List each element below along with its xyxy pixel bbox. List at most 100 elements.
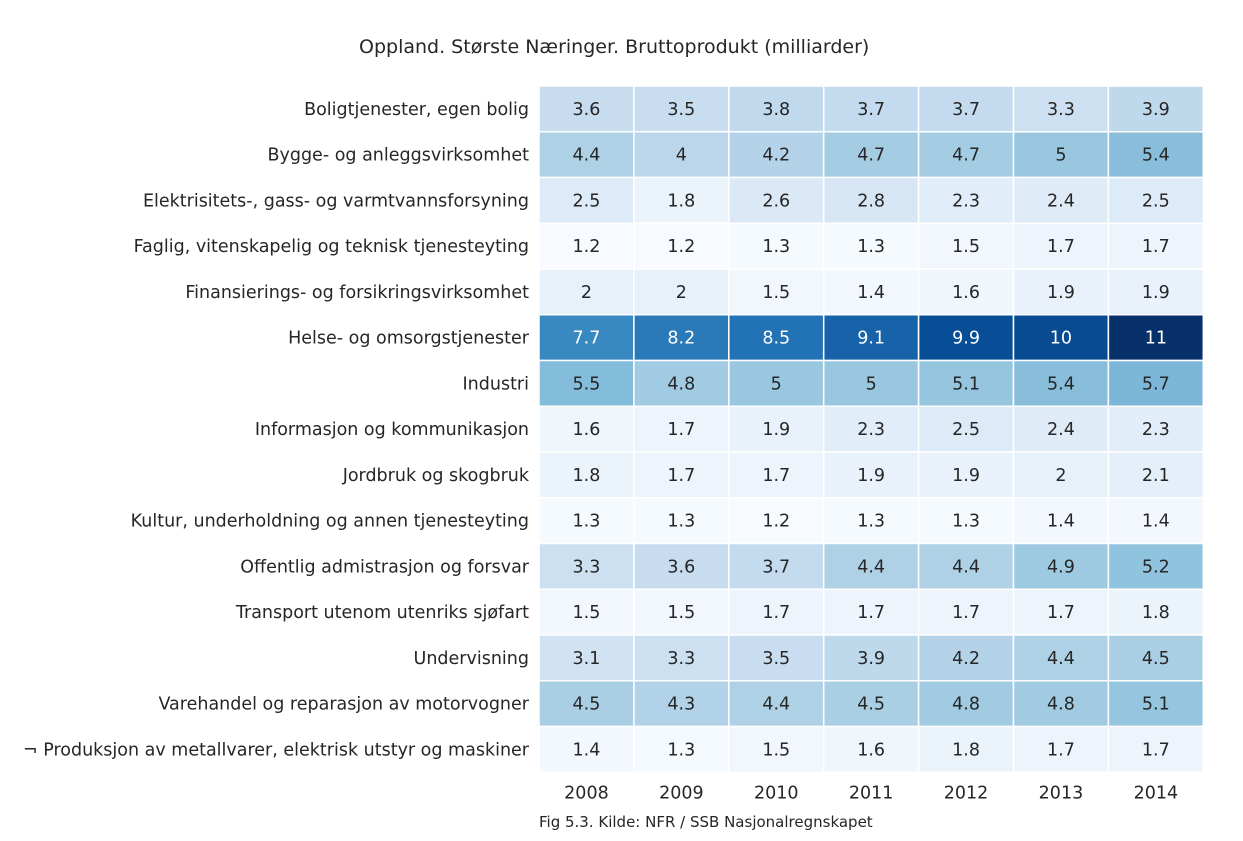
heatmap-cell [1012,131,1110,179]
heatmap-cell [917,131,1015,179]
cell-value-label: 4.2 [762,146,790,166]
heatmap-cell [1012,405,1110,453]
cell-value-label: 2.1 [1142,466,1170,486]
cell-value-label: 11 [1145,329,1167,349]
chart-title-text: Oppland. Største Næringer. Bruttoprodukt… [359,36,870,58]
heatmap-cell [1107,359,1205,407]
heatmap-cell [822,268,920,316]
cell-value-label: 3.5 [762,649,790,669]
cell-value-label: 1.9 [1047,283,1075,303]
cell-value-label: 3.5 [667,100,695,120]
heatmap-cell [1107,131,1205,179]
heatmap-cell [538,314,635,362]
cell-value-label: 2.3 [857,420,885,440]
cell-value-label: 1.5 [762,283,790,303]
cell-value-label: 5.1 [1142,695,1170,715]
row-label: Kultur, underholdning og annen tjenestey… [131,512,529,532]
cell-value-label: 1.3 [762,237,790,257]
row-label: Boligtjenester, egen bolig [304,100,529,120]
cell-value-label: 2.3 [1142,420,1170,440]
cell-value-label: 1.5 [667,603,695,623]
heatmap-cell [728,725,825,773]
heatmap-cell [728,588,825,636]
cell-value-label: 2.5 [952,420,980,440]
cell-value-label: 5.1 [952,374,980,394]
cell-value-label: 4.5 [857,695,885,715]
cell-value-label: 9.9 [952,329,980,349]
heatmap-cell [538,725,635,773]
cell-value-label: 4.5 [573,695,601,715]
heatmap-cell [1107,451,1205,499]
cell-value-label: 1.3 [857,512,885,532]
cell-value-label: 1.5 [573,603,601,623]
heatmap-cell [728,451,825,499]
cell-value-label: 2 [676,283,687,303]
cell-value-label: 5.5 [573,374,601,394]
cell-value-label: 1.8 [952,740,980,760]
heatmap-cell [538,359,635,407]
x-tick-label: 2008 [564,783,609,803]
cell-value-label: 1.3 [573,512,601,532]
cell-value-label: 4.5 [1142,649,1170,669]
heatmap-cell [1107,85,1205,133]
heatmap-cell [1107,314,1205,362]
cell-value-label: 1.9 [762,420,790,440]
cell-value-label: 5.4 [1142,146,1170,166]
cell-value-label: 3.1 [573,649,601,669]
cell-value-label: 4.9 [1047,557,1075,577]
heatmap-cell [822,359,920,407]
cell-value-label: 1.2 [667,237,695,257]
heatmap-cell [728,222,825,270]
cell-value-label: 4.7 [952,146,980,166]
heatmap-cell [917,176,1015,224]
cell-value-label: 1.7 [857,603,885,623]
row-label: Informasjon og kommunikasjon [255,420,529,440]
heatmap-cell [917,725,1015,773]
heatmap-cell [1012,451,1110,499]
cell-value-label: 5.7 [1142,374,1170,394]
heatmap-cell [1012,542,1110,590]
heatmap-cell [1107,680,1205,728]
row-label: Offentlig admistrasjon og forsvar [240,557,530,577]
cell-value-label: 4.8 [1047,695,1075,715]
heatmap-cell [633,314,730,362]
cell-value-label: 1.4 [857,283,885,303]
cell-value-label: 2 [581,283,592,303]
heatmap-cell [1107,725,1205,773]
heatmap-cell [633,405,730,453]
cell-value-label: 2.8 [857,191,885,211]
heatmap-cell [633,451,730,499]
cell-value-label: 3.6 [667,557,695,577]
heatmap-cell [822,314,920,362]
cell-value-label: 1.5 [952,237,980,257]
heatmap-cell [728,314,825,362]
cell-value-label: 10 [1050,329,1072,349]
x-tick-label: 2011 [849,783,894,803]
cell-value-label: 1.8 [1142,603,1170,623]
cell-value-label: 3.3 [1047,100,1075,120]
heatmap-cell [633,131,730,179]
heatmap-cell [538,497,635,545]
x-tick-label: 2010 [754,783,799,803]
heatmap-cell [1107,634,1205,682]
cell-value-label: 1.7 [952,603,980,623]
heatmap-cell [917,405,1015,453]
cell-value-label: 1.2 [573,237,601,257]
cell-value-label: 1.7 [762,603,790,623]
cell-value-label: 2 [1055,466,1066,486]
cell-value-label: 1.9 [1142,283,1170,303]
cell-value-label: 1.7 [1142,740,1170,760]
row-label: Faglig, vitenskapelig og teknisk tjenest… [134,237,529,257]
cell-value-label: 3.7 [952,100,980,120]
heatmap-cell [538,131,635,179]
row-label: Bygge- og anleggsvirksomhet [267,146,529,166]
heatmap-cell [1012,359,1110,407]
heatmap-cell [1012,497,1110,545]
cell-value-label: 4.7 [857,146,885,166]
x-tick-label: 2012 [944,783,989,803]
cell-value-label: 1.4 [1047,512,1075,532]
cell-value-label: 2.4 [1047,420,1075,440]
heatmap-cell [1012,314,1110,362]
cell-value-label: 9.1 [857,329,885,349]
